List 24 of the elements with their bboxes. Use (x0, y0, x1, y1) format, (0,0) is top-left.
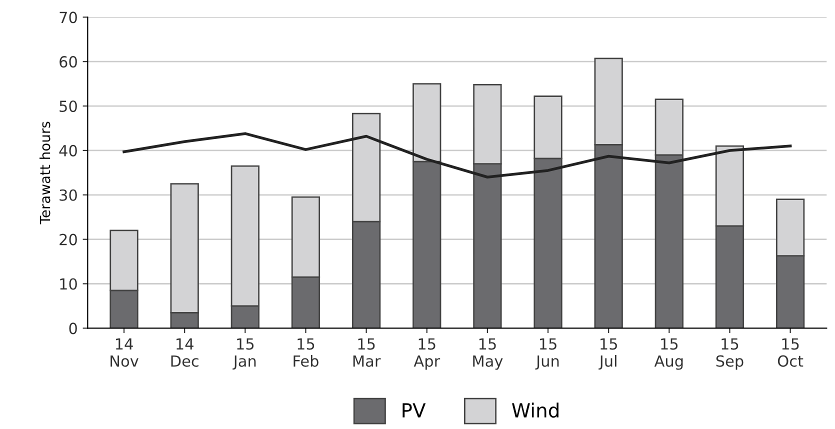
x-tick-label: 15 Feb (294, 338, 318, 367)
y-tick-label: 10 (60, 278, 77, 290)
y-tick-label: 30 (60, 189, 77, 201)
y-tick-label: 50 (60, 100, 77, 112)
x-tick-label: 15 Oct (778, 338, 804, 367)
x-tick-label: 15 May (473, 338, 503, 370)
x-tick-label: 15 Jan (232, 338, 256, 370)
y-axis-title: Terawatt hours (40, 122, 50, 224)
y-tick-label: 60 (60, 56, 77, 68)
x-tick-label: 15 Jun (535, 338, 559, 370)
x-tick-label: 15 Aug (654, 338, 683, 370)
y-tick-label: 40 (59, 144, 77, 156)
x-tick-label: 14 Dec (171, 338, 198, 367)
x-tick-label: 14 Nov (110, 338, 138, 367)
legend-label: Wind (512, 402, 558, 418)
x-tick-label: 15 Mar (353, 338, 381, 367)
x-tick-label: 15 Apr (414, 338, 440, 370)
y-tick-label: 70 (60, 12, 77, 24)
legend-label: PV (402, 403, 426, 418)
y-tick-label: 0 (69, 322, 77, 334)
line-series (122, 132, 792, 179)
y-tick-label: 20 (60, 234, 77, 246)
x-tick-label: 15 Jul (598, 338, 617, 370)
x-tick-label: 15 Sep (716, 338, 744, 370)
